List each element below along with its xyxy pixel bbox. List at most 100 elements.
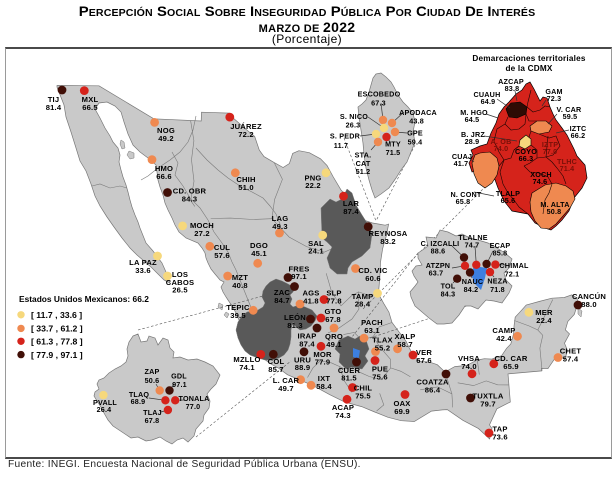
svg-text:LOS: LOS xyxy=(172,270,188,279)
svg-text:24.1: 24.1 xyxy=(308,247,324,256)
svg-text:GDL: GDL xyxy=(171,371,187,380)
svg-text:TEPIC: TEPIC xyxy=(226,303,250,312)
svg-text:GPE: GPE xyxy=(407,129,423,138)
svg-text:57.6: 57.6 xyxy=(214,251,230,260)
svg-text:CUAUH: CUAUH xyxy=(474,90,501,99)
svg-text:[ 61.3 , 77.8 ]: [ 61.3 , 77.8 ] xyxy=(31,337,83,347)
svg-text:[ 77.9 , 97.1 ]: [ 77.9 , 97.1 ] xyxy=(31,350,83,360)
svg-text:GTO: GTO xyxy=(325,307,342,316)
svg-text:77.0: 77.0 xyxy=(543,147,558,156)
svg-text:AZCAP: AZCAP xyxy=(498,77,524,86)
svg-text:51.2: 51.2 xyxy=(356,167,371,176)
svg-text:ESCOBEDO: ESCOBEDO xyxy=(358,89,401,98)
svg-text:ACAP: ACAP xyxy=(332,403,354,412)
svg-text:85.7: 85.7 xyxy=(268,365,284,374)
svg-text:74.3: 74.3 xyxy=(335,411,351,420)
svg-text:28.9: 28.9 xyxy=(465,137,480,146)
svg-text:TAP: TAP xyxy=(492,425,507,434)
svg-text:71.8: 71.8 xyxy=(490,285,505,294)
svg-text:LAG: LAG xyxy=(272,214,289,223)
svg-text:MZLLO: MZLLO xyxy=(233,355,260,364)
svg-text:TIJ: TIJ xyxy=(48,95,60,104)
svg-text:28.4: 28.4 xyxy=(355,300,371,309)
svg-text:81.3: 81.3 xyxy=(287,321,303,330)
svg-text:STA.: STA. xyxy=(355,150,372,159)
svg-text:81.4: 81.4 xyxy=(46,103,62,112)
svg-text:74.7: 74.7 xyxy=(465,241,480,250)
svg-text:74.6: 74.6 xyxy=(533,177,548,186)
svg-text:CAT: CAT xyxy=(356,159,371,168)
svg-text:41.7: 41.7 xyxy=(454,159,469,168)
svg-text:49.2: 49.2 xyxy=(158,134,174,143)
svg-text:66.6: 66.6 xyxy=(156,172,172,181)
svg-text:A. OB: A. OB xyxy=(491,137,512,146)
svg-text:27.2: 27.2 xyxy=(194,229,210,238)
svg-text:22.2: 22.2 xyxy=(305,181,321,190)
svg-text:M. ALTA: M. ALTA xyxy=(540,200,569,209)
svg-text:[ 33.7 , 61.2 ]: [ 33.7 , 61.2 ] xyxy=(31,324,83,334)
svg-text:IXT: IXT xyxy=(318,374,331,383)
svg-text:67.3: 67.3 xyxy=(371,99,386,108)
svg-text:CHIL: CHIL xyxy=(354,384,373,393)
svg-text:69.9: 69.9 xyxy=(394,407,410,416)
svg-text:COYO: COYO xyxy=(515,147,537,156)
svg-text:CHET: CHET xyxy=(560,347,582,356)
svg-text:CABOS: CABOS xyxy=(166,278,194,287)
svg-text:75.6: 75.6 xyxy=(372,372,388,381)
svg-text:59.5: 59.5 xyxy=(563,112,578,121)
svg-text:58.4: 58.4 xyxy=(316,382,332,391)
svg-text:IRAP: IRAP xyxy=(298,332,317,341)
svg-text:Estados Unidos Mexicanos: 66.2: Estados Unidos Mexicanos: 66.2 xyxy=(19,294,149,304)
svg-text:49.1: 49.1 xyxy=(326,340,342,349)
svg-text:83.2: 83.2 xyxy=(380,237,396,246)
svg-text:XOCH: XOCH xyxy=(530,170,552,179)
svg-text:65.6: 65.6 xyxy=(501,196,516,205)
svg-text:CUER: CUER xyxy=(338,366,361,375)
svg-text:88.9: 88.9 xyxy=(295,363,311,372)
svg-text:72.2: 72.2 xyxy=(238,130,254,139)
svg-text:FRES: FRES xyxy=(288,264,309,273)
svg-text:APODACA: APODACA xyxy=(399,108,437,117)
svg-text:LA PAZ: LA PAZ xyxy=(129,258,157,267)
svg-text:ZAC: ZAC xyxy=(274,288,291,297)
svg-text:49.7: 49.7 xyxy=(278,384,294,393)
svg-text:CD. VIC: CD. VIC xyxy=(358,266,388,275)
svg-text:55.2: 55.2 xyxy=(375,343,391,352)
svg-text:ZAP: ZAP xyxy=(145,367,160,376)
svg-text:88.6: 88.6 xyxy=(431,247,446,256)
svg-text:CHIH: CHIH xyxy=(236,175,255,184)
svg-text:[ 11.7 , 33.6 ]: [ 11.7 , 33.6 ] xyxy=(31,310,82,320)
svg-text:40.8: 40.8 xyxy=(232,281,248,290)
svg-text:LAR: LAR xyxy=(343,199,360,208)
svg-text:VER: VER xyxy=(416,348,433,357)
svg-text:CHIMAL: CHIMAL xyxy=(499,261,529,270)
svg-text:77.0: 77.0 xyxy=(186,402,201,411)
svg-text:97.1: 97.1 xyxy=(172,380,187,389)
svg-text:TOL: TOL xyxy=(441,282,456,291)
svg-text:22.4: 22.4 xyxy=(536,316,552,325)
svg-text:CUAJ: CUAJ xyxy=(452,152,472,161)
svg-text:39.5: 39.5 xyxy=(230,311,246,320)
svg-text:51.0: 51.0 xyxy=(238,183,254,192)
svg-text:TLALP: TLALP xyxy=(496,189,520,198)
svg-text:CAMP: CAMP xyxy=(492,326,515,335)
svg-text:83.8: 83.8 xyxy=(505,84,520,93)
svg-text:65.9: 65.9 xyxy=(503,362,519,371)
svg-text:NEZA: NEZA xyxy=(487,276,507,285)
svg-text:59.4: 59.4 xyxy=(408,137,423,146)
svg-text:74.0: 74.0 xyxy=(494,144,509,153)
svg-text:NOG: NOG xyxy=(157,126,175,135)
svg-text:79.7: 79.7 xyxy=(480,399,496,408)
svg-text:11.7: 11.7 xyxy=(334,141,348,150)
svg-text:66.3: 66.3 xyxy=(519,154,534,163)
svg-text:75.5: 75.5 xyxy=(355,392,371,401)
svg-text:68.9: 68.9 xyxy=(131,397,146,406)
svg-text:URU: URU xyxy=(294,355,311,364)
svg-text:PVALL: PVALL xyxy=(93,398,117,407)
svg-text:65.8: 65.8 xyxy=(456,197,471,206)
svg-text:33.6: 33.6 xyxy=(135,266,151,275)
svg-text:VHSA: VHSA xyxy=(458,354,480,363)
svg-text:CD. CAR: CD. CAR xyxy=(494,354,527,363)
svg-text:NAUC: NAUC xyxy=(462,277,484,286)
svg-text:REYNOSA: REYNOSA xyxy=(369,229,408,238)
